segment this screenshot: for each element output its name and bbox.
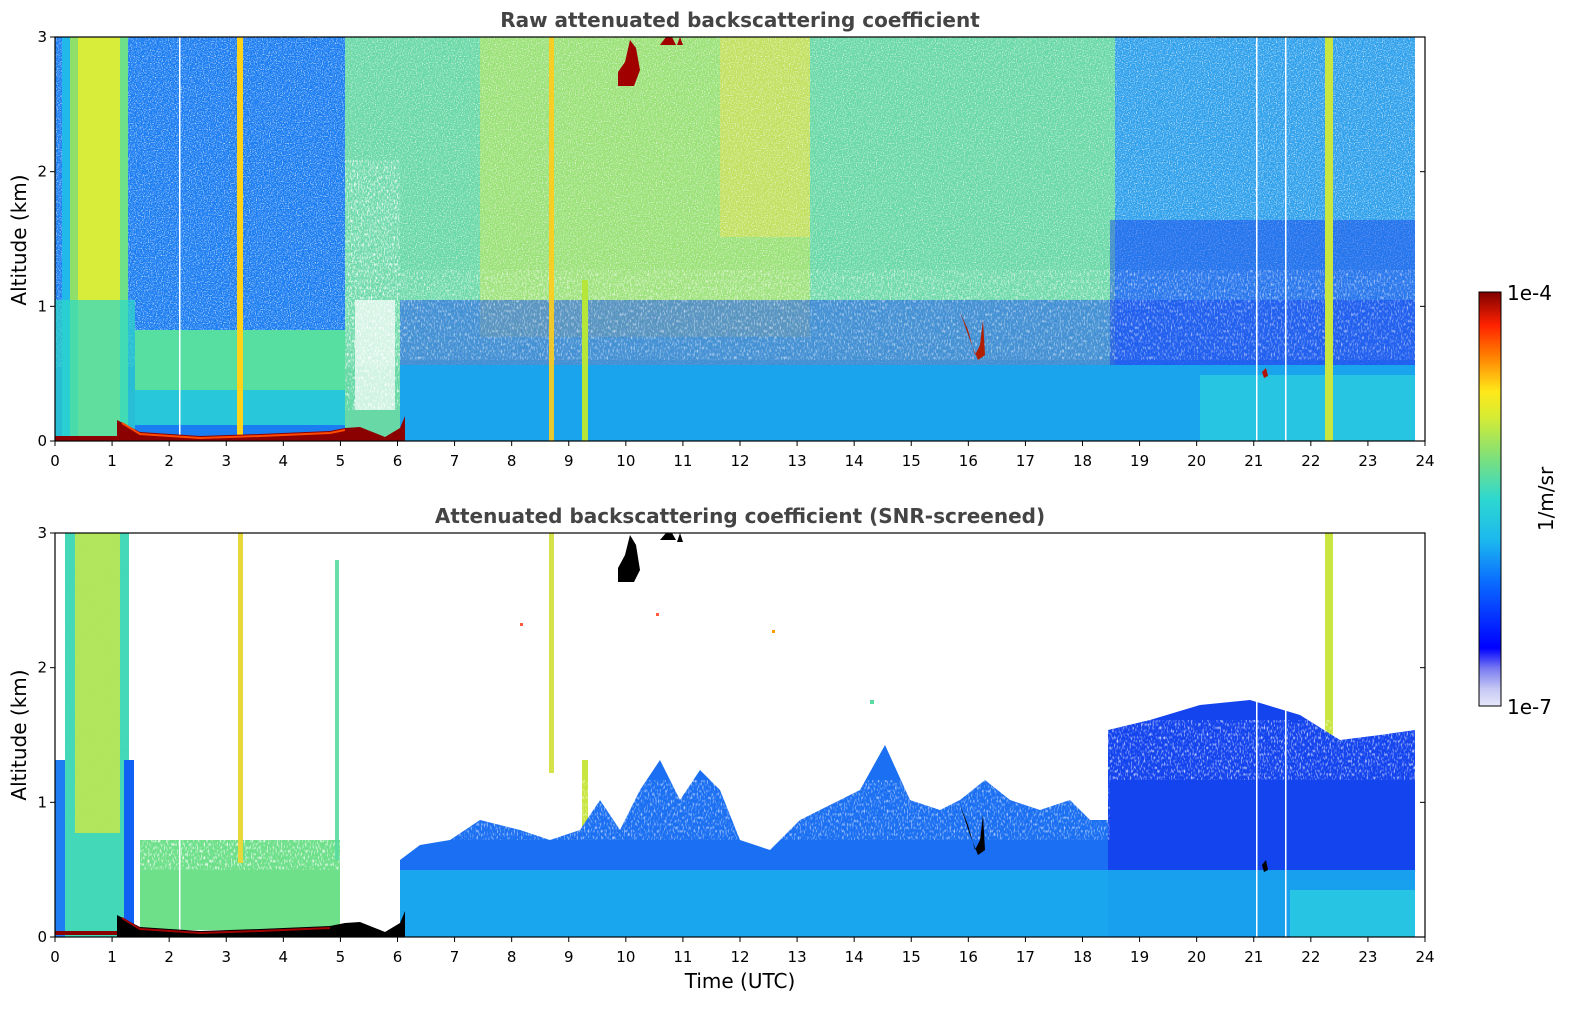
y-tick-label: 3: [37, 524, 47, 542]
x-tick-label: 7: [450, 452, 460, 470]
x-tick-label: 3: [221, 452, 231, 470]
bottom-y-axis-label: Altitude (km): [7, 669, 31, 800]
colorbar-max-label: 1e-4: [1507, 281, 1552, 305]
x-tick-label: 11: [673, 948, 692, 966]
x-tick-label: 15: [902, 452, 921, 470]
top-panel: Raw attenuated backscattering coefficien…: [7, 8, 1435, 470]
y-tick-label: 3: [37, 28, 47, 46]
x-axis-label: Time (UTC): [684, 969, 796, 993]
x-tick-label: 4: [279, 452, 289, 470]
x-tick-label: 6: [393, 452, 403, 470]
x-tick-label: 10: [616, 452, 635, 470]
x-tick-label: 1: [107, 452, 117, 470]
top-chart-title: Raw attenuated backscattering coefficien…: [500, 8, 980, 32]
x-tick-label: 22: [1301, 452, 1320, 470]
x-tick-label: 3: [221, 948, 231, 966]
y-tick-label: 1: [37, 297, 47, 315]
x-tick-label: 23: [1358, 452, 1377, 470]
x-tick-label: 9: [564, 948, 574, 966]
top-x-ticks: 0 1 2 3 4 5 6 7 8 9 10 11 12 13 14 15 16 17 18 19 20 21 22 23 24: [50, 441, 1435, 470]
x-tick-label: 21: [1244, 948, 1263, 966]
x-tick-label: 9: [564, 452, 574, 470]
top-heatmap: [55, 37, 1425, 441]
x-tick-label: 16: [959, 948, 978, 966]
bottom-y-ticks: 0 1 2 3: [37, 524, 1425, 946]
x-tick-label: 23: [1358, 948, 1377, 966]
y-tick-label: 0: [37, 928, 47, 946]
x-tick-label: 0: [50, 948, 60, 966]
x-tick-label: 17: [1016, 948, 1035, 966]
x-tick-label: 7: [450, 948, 460, 966]
x-tick-label: 13: [788, 948, 807, 966]
x-tick-label: 5: [336, 948, 346, 966]
x-tick-label: 10: [616, 948, 635, 966]
x-tick-label: 12: [730, 452, 749, 470]
bottom-panel: Attenuated backscattering coefficient (S…: [7, 504, 1435, 993]
colorbar: 1e-4 1e-7 1/m/sr: [1478, 281, 1558, 719]
y-tick-label: 2: [37, 659, 47, 677]
x-tick-label: 0: [50, 452, 60, 470]
x-tick-label: 15: [902, 948, 921, 966]
top-y-ticks: 0 1 2 3: [37, 28, 1425, 450]
colorbar-min-label: 1e-7: [1507, 695, 1552, 719]
bottom-x-ticks: 0 1 2 3 4 5 6 7 8 9 10 11 12 13 14 15 16 17 18 19 20 21 22 23 24: [50, 937, 1435, 966]
x-tick-label: 2: [164, 948, 174, 966]
colorbar-label: 1/m/sr: [1534, 466, 1558, 531]
x-tick-label: 14: [845, 452, 864, 470]
x-tick-label: 6: [393, 948, 403, 966]
x-tick-label: 19: [1130, 452, 1149, 470]
x-tick-label: 22: [1301, 948, 1320, 966]
bottom-chart-title: Attenuated backscattering coefficient (S…: [435, 504, 1045, 528]
top-y-axis-label: Altitude (km): [7, 174, 31, 305]
x-tick-label: 13: [788, 452, 807, 470]
x-tick-label: 24: [1415, 452, 1434, 470]
x-tick-label: 5: [336, 452, 346, 470]
x-tick-label: 8: [507, 948, 517, 966]
x-tick-label: 2: [164, 452, 174, 470]
y-tick-label: 1: [37, 793, 47, 811]
x-tick-label: 18: [1073, 948, 1092, 966]
x-tick-label: 1: [107, 948, 117, 966]
colorbar-gradient: [1478, 291, 1502, 707]
x-tick-label: 14: [845, 948, 864, 966]
x-tick-label: 16: [959, 452, 978, 470]
bottom-heatmap: [55, 533, 1425, 937]
x-tick-label: 20: [1187, 452, 1206, 470]
x-tick-label: 17: [1016, 452, 1035, 470]
x-tick-label: 21: [1244, 452, 1263, 470]
x-tick-label: 20: [1187, 948, 1206, 966]
y-tick-label: 2: [37, 163, 47, 181]
x-tick-label: 19: [1130, 948, 1149, 966]
y-tick-label: 0: [37, 432, 47, 450]
x-tick-label: 11: [673, 452, 692, 470]
x-tick-label: 4: [279, 948, 289, 966]
x-tick-label: 12: [730, 948, 749, 966]
x-tick-label: 8: [507, 452, 517, 470]
x-tick-label: 18: [1073, 452, 1092, 470]
x-tick-label: 24: [1415, 948, 1434, 966]
